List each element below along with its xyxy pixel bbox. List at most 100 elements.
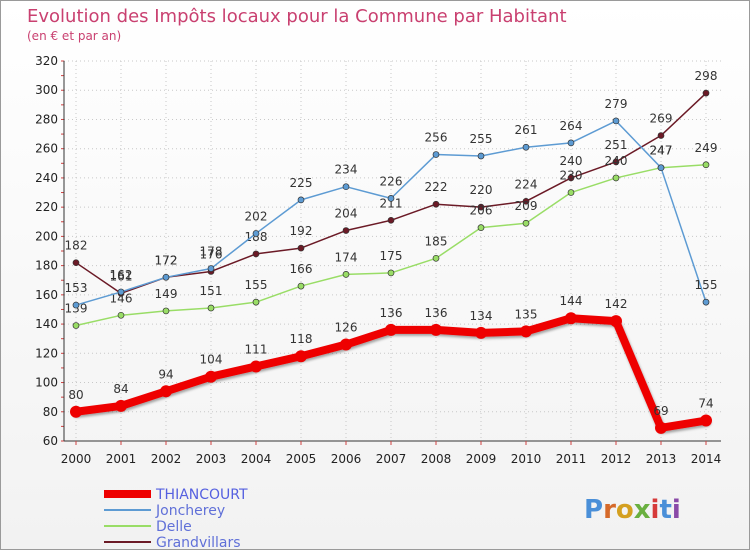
data-label-delle: 206: [470, 204, 493, 218]
x-tick-label: 2011: [556, 452, 587, 466]
y-tick-label: 180: [35, 259, 58, 273]
data-label-joncherey: 172: [155, 253, 178, 267]
data-label-thiancourt: 134: [470, 309, 493, 323]
data-label-joncherey: 162: [110, 268, 133, 282]
y-tick-label: 200: [35, 229, 58, 243]
data-label-grandvillars: 192: [290, 224, 313, 238]
legend-label-joncherey: Joncherey: [155, 503, 225, 519]
point-grandvillars: [387, 216, 395, 224]
data-label-joncherey: 247: [650, 144, 673, 158]
x-tick-label: 2012: [601, 452, 632, 466]
point-joncherey: [432, 151, 440, 158]
point-thiancourt: [70, 405, 82, 418]
point-thiancourt: [700, 414, 712, 427]
data-label-grandvillars: 269: [650, 112, 673, 126]
data-label-delle: 155: [245, 278, 268, 292]
y-tick-label: 320: [35, 54, 58, 68]
point-delle: [612, 174, 620, 182]
point-grandvillars: [522, 197, 530, 205]
legend-label-delle: Delle: [156, 519, 192, 535]
data-label-delle: 209: [515, 199, 538, 213]
x-tick-label: 2000: [61, 452, 92, 466]
data-label-joncherey: 178: [200, 245, 223, 259]
point-thiancourt: [250, 360, 262, 373]
data-label-grandvillars: 161: [110, 269, 133, 283]
point-delle: [297, 282, 305, 290]
data-label-joncherey: 261: [515, 123, 538, 137]
data-label-grandvillars: 220: [470, 183, 493, 197]
data-label-thiancourt: 136: [425, 306, 448, 320]
point-delle: [207, 304, 215, 312]
data-label-thiancourt: 104: [200, 353, 223, 367]
data-label-grandvillars: 172: [155, 253, 178, 267]
data-label-grandvillars: 298: [695, 69, 718, 83]
point-delle: [72, 322, 80, 329]
point-grandvillars: [702, 89, 710, 97]
data-label-delle: 247: [650, 144, 673, 158]
point-thiancourt: [655, 421, 667, 434]
x-tick-label: 2010: [511, 452, 542, 466]
data-label-joncherey: 225: [290, 176, 313, 190]
point-joncherey: [657, 164, 665, 172]
data-label-grandvillars: 251: [605, 138, 628, 152]
point-grandvillars: [432, 200, 440, 208]
point-joncherey: [567, 139, 575, 147]
data-label-thiancourt: 144: [560, 294, 583, 308]
axes: 60 80 100 120 140 160 180 200 220 240 260 280 300 320…: [35, 54, 721, 466]
series-thiancourt: 80 84 94 104 111 118 126 136 136 134 135 144 142 69 74: [68, 294, 714, 434]
legend-label-grandvillars: Grandvillars: [156, 535, 241, 551]
y-tick-label: 60: [43, 434, 58, 448]
proxiti-logo: Proxiti: [584, 495, 681, 525]
data-label-joncherey: 264: [560, 119, 583, 133]
x-tick-label: 2006: [331, 452, 362, 466]
data-label-thiancourt: 118: [290, 332, 313, 346]
point-delle: [477, 224, 485, 231]
point-thiancourt: [475, 326, 487, 339]
point-joncherey: [702, 298, 710, 306]
data-label-delle: 230: [560, 169, 583, 183]
data-label-thiancourt: 136: [380, 306, 403, 320]
logo-letter: x: [634, 495, 651, 525]
y-tick-label: 80: [43, 405, 58, 419]
point-delle: [117, 311, 125, 319]
data-label-joncherey: 153: [65, 281, 88, 295]
point-thiancourt: [565, 312, 577, 325]
chart-subtitle: (en € et par an): [27, 29, 121, 43]
point-joncherey: [207, 265, 215, 272]
y-tick-label: 160: [35, 288, 58, 302]
logo-letter: i: [651, 495, 660, 525]
data-label-thiancourt: 74: [698, 397, 713, 411]
data-label-delle: 240: [605, 154, 628, 168]
point-thiancourt: [385, 323, 397, 336]
data-label-thiancourt: 69: [653, 404, 668, 418]
data-label-delle: 139: [65, 302, 88, 316]
data-label-joncherey: 234: [335, 163, 358, 177]
data-label-delle: 185: [425, 234, 448, 248]
point-delle: [432, 254, 440, 262]
point-thiancourt: [430, 323, 442, 336]
x-tick-label: 2003: [196, 452, 227, 466]
data-label-thiancourt: 84: [113, 382, 128, 396]
point-grandvillars: [72, 259, 80, 267]
point-joncherey: [387, 195, 395, 202]
series-group: 182 161 172 176 188 192 204 211 222 220 224 240 251 2…: [65, 69, 718, 434]
y-tick-label: 140: [35, 317, 58, 331]
data-label-thiancourt: 80: [68, 388, 83, 402]
y-tick-label: 300: [35, 83, 58, 97]
x-tick-label: 2005: [286, 452, 317, 466]
point-delle: [252, 298, 260, 306]
data-label-grandvillars: 224: [515, 177, 538, 191]
x-tick-label: 2007: [376, 452, 407, 466]
point-thiancourt: [160, 385, 172, 398]
data-label-thiancourt: 142: [605, 297, 628, 311]
data-label-delle: 146: [110, 291, 133, 305]
point-joncherey: [612, 117, 620, 125]
legend-label-thiancourt: THIANCOURT: [155, 487, 248, 503]
y-tick-label: 240: [35, 171, 58, 185]
point-thiancourt: [610, 315, 622, 328]
data-label-joncherey: 256: [425, 131, 448, 145]
series-grandvillars: 182 161 172 176 188 192 204 211 222 220 224 240 251 2…: [65, 69, 718, 297]
data-label-thiancourt: 94: [158, 367, 173, 381]
